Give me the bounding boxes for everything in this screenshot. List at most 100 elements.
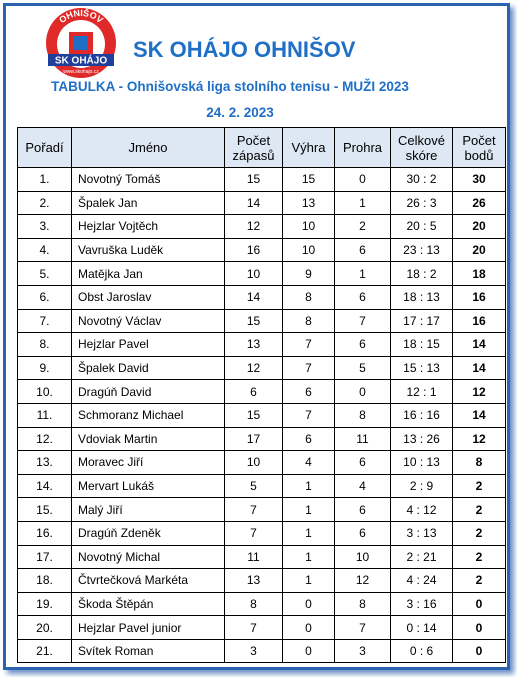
wins-cell: 10	[282, 214, 335, 239]
logo-banner	[48, 54, 114, 66]
player-name-cell: Špalek Jan	[71, 190, 225, 216]
points-cell: 0	[452, 615, 506, 640]
table-row: 6. Obst Jaroslav 14 8 6 18 : 13 16	[17, 284, 506, 310]
losses-cell: 12	[334, 568, 391, 593]
wins-cell: 8	[282, 284, 335, 310]
points-cell: 2	[452, 544, 506, 570]
points-cell: 2	[452, 497, 506, 522]
losses-cell: 6	[334, 332, 391, 357]
title: SK OHÁJO OHNIŠOV	[133, 37, 356, 62]
player-name-cell: Novotný Václav	[71, 308, 225, 334]
points-cell: 14	[452, 355, 506, 381]
wins-cell: 6	[282, 379, 335, 404]
rank-cell: 15.	[17, 497, 72, 522]
player-name-cell: Mervart Lukáš	[71, 473, 225, 499]
player-name-cell: Hejzlar Pavel junior	[71, 615, 225, 640]
header-line: Celkové	[398, 132, 445, 148]
losses-cell: 1	[334, 190, 391, 216]
rank-cell: 9.	[17, 355, 72, 381]
points-cell: 16	[452, 308, 506, 334]
matches-cell: 7	[224, 520, 283, 546]
header-line: Jméno	[128, 140, 168, 155]
losses-cell: 8	[334, 591, 391, 617]
header-line: Prohra	[342, 140, 383, 155]
column-header: Pořadí	[17, 127, 72, 168]
rank-cell: 2.	[17, 190, 72, 216]
score-cell: 4 : 12	[390, 497, 453, 522]
points-cell: 0	[452, 591, 506, 617]
losses-cell: 0	[334, 379, 391, 404]
score-cell: 26 : 3	[390, 190, 453, 216]
matches-cell: 12	[224, 214, 283, 239]
player-name-cell: Dragúň David	[71, 379, 225, 404]
losses-cell: 8	[334, 402, 391, 428]
losses-cell: 3	[334, 638, 391, 664]
wins-cell: 1	[282, 473, 335, 499]
date: 24. 2. 2023	[206, 105, 274, 120]
player-name-cell: Vdoviak Martin	[71, 426, 225, 452]
logo-arc-label: OHNIŠOV	[57, 7, 105, 25]
losses-cell: 2	[334, 214, 391, 239]
table-row: 11. Schmoranz Michael 15 7 8 16 : 16 14	[17, 402, 506, 428]
wins-cell: 1	[282, 497, 335, 522]
matches-cell: 14	[224, 190, 283, 216]
matches-cell: 7	[224, 615, 283, 640]
wins-cell: 15	[282, 167, 335, 192]
table-row: 12. Vdoviak Martin 17 6 11 13 : 26 12	[17, 426, 506, 452]
rank-cell: 3.	[17, 214, 72, 239]
player-name-cell: Dragúň Zdeněk	[71, 520, 225, 546]
rank-cell: 20.	[17, 615, 72, 640]
matches-cell: 15	[224, 167, 283, 192]
matches-cell: 13	[224, 568, 283, 593]
matches-cell: 11	[224, 544, 283, 570]
matches-cell: 15	[224, 308, 283, 334]
points-cell: 12	[452, 426, 506, 452]
wins-cell: 7	[282, 402, 335, 428]
table-row: 2. Špalek Jan 14 13 1 26 : 3 26	[17, 190, 506, 216]
column-header: Počet zápasů	[224, 127, 283, 168]
points-cell: 14	[452, 402, 506, 428]
losses-cell: 6	[334, 450, 391, 475]
rank-cell: 16.	[17, 520, 72, 546]
player-name-cell: Hejzlar Vojtěch	[71, 214, 225, 239]
rank-cell: 12.	[17, 426, 72, 452]
logo-banner-text: SK OHÁJO	[55, 54, 107, 67]
column-header: Výhra	[282, 127, 335, 168]
header-line: bodů	[464, 147, 494, 163]
score-cell: 0 : 14	[390, 615, 453, 640]
losses-cell: 7	[334, 615, 391, 640]
wins-cell: 0	[282, 638, 335, 664]
losses-cell: 7	[334, 308, 391, 334]
player-name-cell: Vavruška Luděk	[71, 237, 225, 263]
player-name-cell: Škoda Štěpán	[71, 591, 225, 617]
points-cell: 16	[452, 284, 506, 310]
table-row: 4. Vavruška Luděk 16 10 6 23 : 13 20	[17, 237, 506, 263]
losses-cell: 10	[334, 544, 391, 570]
table-row: 10. Dragúň David 6 6 0 12 : 1 12	[17, 379, 506, 404]
player-name-cell: Svítek Roman	[71, 638, 225, 664]
matches-cell: 13	[224, 332, 283, 357]
points-cell: 0	[452, 638, 506, 664]
score-cell: 18 : 13	[390, 284, 453, 310]
column-header: Prohra	[334, 127, 391, 168]
table-row: 18. Čtvrtečková Markéta 13 1 12 4 : 24 2	[17, 568, 506, 593]
losses-cell: 11	[334, 426, 391, 452]
losses-cell: 6	[334, 237, 391, 263]
points-cell: 30	[452, 167, 506, 192]
rank-cell: 19.	[17, 591, 72, 617]
rank-cell: 21.	[17, 638, 72, 664]
header-line: zápasů	[232, 147, 275, 163]
table-row: 9. Špalek David 12 7 5 15 : 13 14	[17, 355, 506, 381]
table-row: 15. Malý Jiří 7 1 6 4 : 12 2	[17, 497, 506, 522]
header-line: Počet	[462, 132, 496, 148]
wins-cell: 0	[282, 615, 335, 640]
player-name-cell: Novotný Tomáš	[71, 167, 225, 192]
rank-cell: 11.	[17, 402, 72, 428]
player-name-cell: Hejzlar Pavel	[71, 332, 225, 357]
points-cell: 14	[452, 332, 506, 357]
points-cell: 18	[452, 261, 506, 286]
table-body: 1. Novotný Tomáš 15 15 0 30 : 2 30 2. Špalek Jan…	[17, 167, 506, 664]
header-line: skóre	[405, 147, 438, 163]
matches-cell: 8	[224, 591, 283, 617]
score-cell: 20 : 5	[390, 214, 453, 239]
